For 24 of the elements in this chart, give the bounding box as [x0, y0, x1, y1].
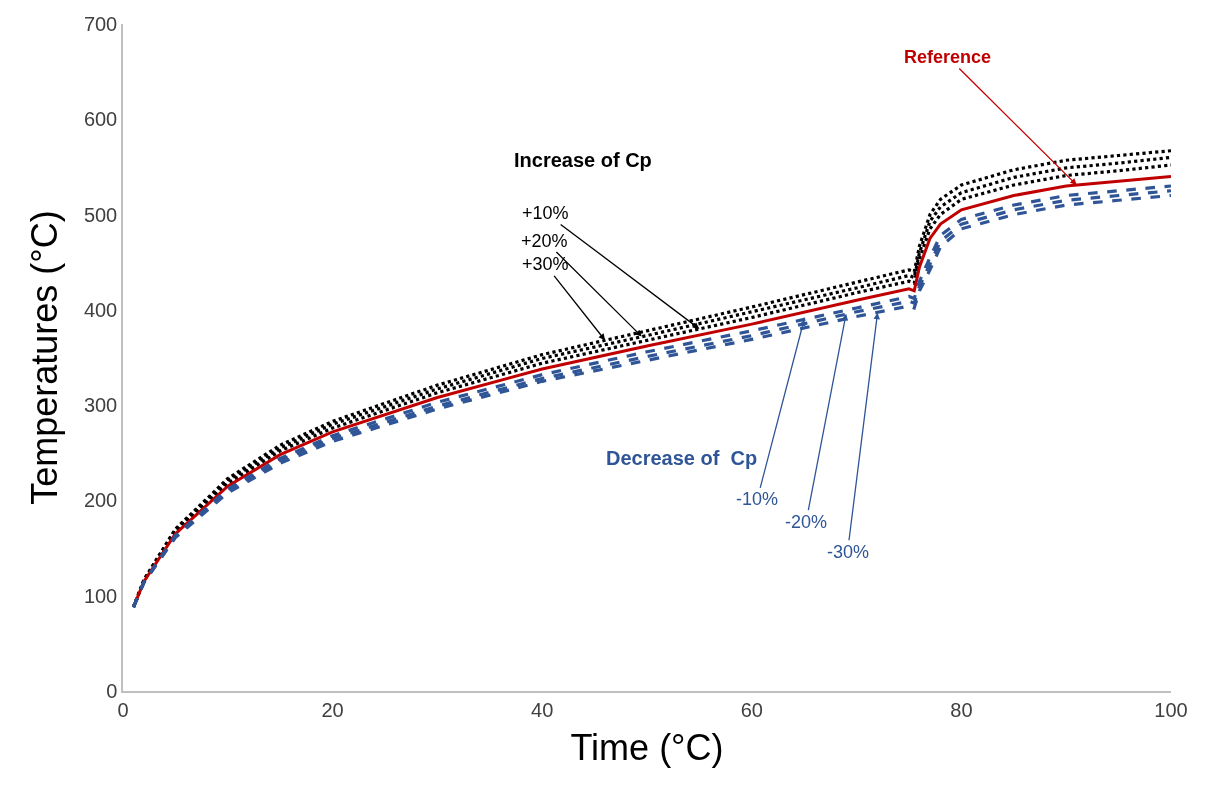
annotation: +10%: [522, 203, 569, 223]
annotation: -10%: [736, 489, 779, 509]
annotation: Reference: [904, 47, 992, 67]
y-tick-label: 200: [83, 489, 118, 512]
y-tick-label: 0: [106, 680, 118, 702]
y-tick-label: 100: [83, 584, 118, 607]
x-tick-label: 100: [1154, 698, 1188, 721]
x-axis-title: Time (°C): [570, 726, 724, 768]
x-tick-label: 60: [740, 698, 763, 721]
annotation: Increase of Cp: [514, 149, 652, 171]
x-tick-label: 20: [321, 698, 344, 721]
annotation: -20%: [785, 512, 828, 532]
x-tick-label: 80: [950, 698, 973, 721]
annotation: +20%: [521, 231, 568, 251]
y-tick-label: 600: [83, 108, 118, 131]
y-tick-label: 300: [83, 394, 118, 417]
y-tick-label: 700: [83, 13, 118, 35]
y-tick-label: 400: [83, 298, 118, 321]
annotation: -30%: [827, 542, 870, 562]
annotation: Decrease of Cp: [606, 447, 758, 469]
x-tick-label: 40: [531, 698, 554, 721]
annotation: +30%: [522, 254, 569, 274]
y-axis-title: Temperatures (°C): [24, 210, 66, 505]
y-tick-label: 500: [83, 203, 118, 226]
